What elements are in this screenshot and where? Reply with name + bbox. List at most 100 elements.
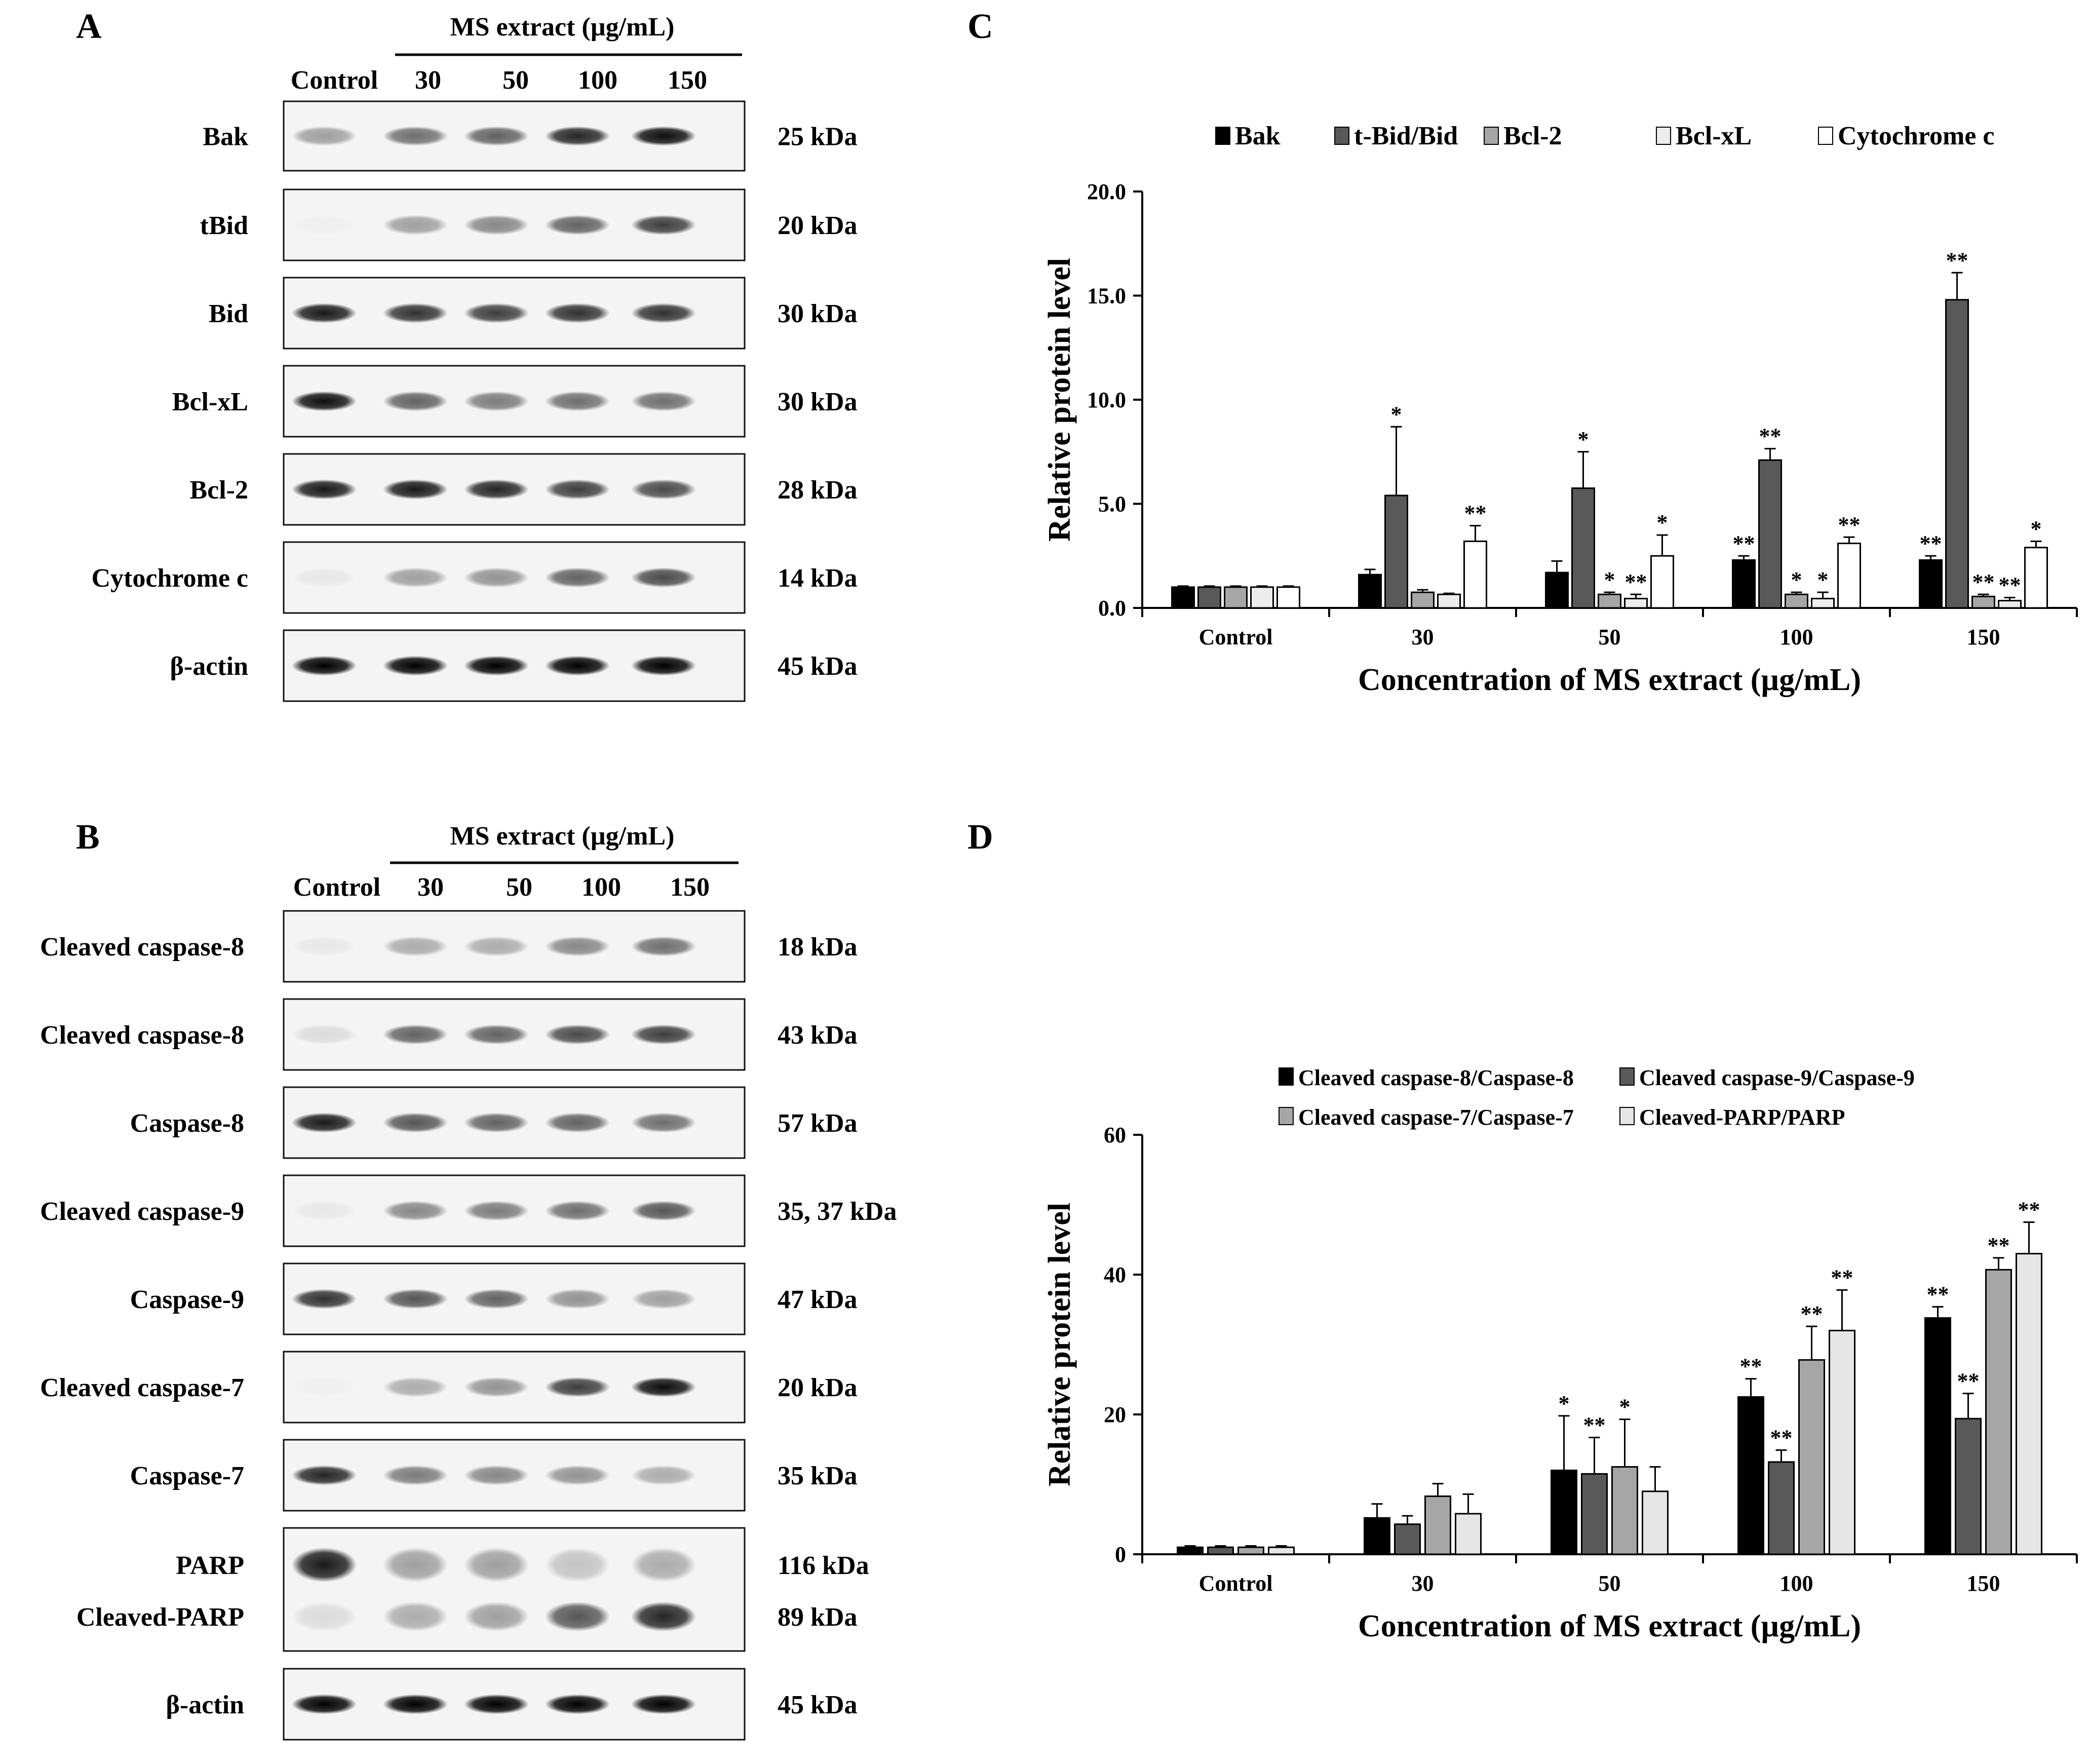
blot-band [383,1694,448,1714]
blot-band [631,1289,696,1309]
significance-mark: ** [1972,569,1995,594]
blot-row-label: Bcl-xL [172,388,248,416]
legend-item-cleaved-caspase-7-caspase-7: Cleaved caspase-7/Caspase-7 [1279,1105,1574,1130]
x-tick-label-150: 150 [1967,1571,2000,1596]
lane-label-30: 30 [415,66,441,95]
blot-kda-label: 45 kDa [778,652,857,681]
legend-item-cleaved-caspase-8-caspase-8: Cleaved caspase-8/Caspase-8 [1279,1065,1574,1090]
blot-band [383,936,448,956]
blot-row-label: Caspase-8 [130,1109,244,1138]
blot-band [545,1113,610,1133]
blot-band [292,126,357,146]
blot-band [292,1547,357,1582]
legend-label: Bcl-2 [1503,122,1562,150]
significance-mark: * [1559,1391,1570,1416]
legend-item-cleaved-caspase-9-caspase-9: Cleaved caspase-9/Caspase-9 [1619,1065,1915,1090]
blot-row-label: PARP [176,1551,244,1580]
bar [2016,1253,2042,1555]
panel-letter: A [76,7,102,46]
bar [1598,593,1621,609]
x-tick-label-30: 30 [1412,625,1434,649]
blot-kda-label: 57 kDa [778,1109,857,1138]
bar [1611,1466,1638,1555]
bar [1545,571,1569,609]
blot-band-lower [292,1601,357,1632]
blot-band [292,1694,357,1714]
bar [1811,598,1835,609]
bar [1411,591,1435,609]
blot-band [631,1201,696,1221]
blot-band [545,1377,610,1397]
panel-a-western-blot: A MS extract (µg/mL) Control 30 50 100 150 Bak 2… [76,7,857,702]
legend-label: Bcl-xL [1676,122,1752,150]
series-cleaved-caspase-9-caspase-9: ****** [1207,1369,1982,1555]
bar [1758,459,1782,609]
lane-label-100: 100 [578,66,617,95]
bar [1237,1546,1264,1555]
significance-mark: * [1604,567,1615,592]
x-axis-title: Concentration of MS extract (µg/mL) [1358,663,1861,697]
legend-item-bcl-2: Bcl-2 [1484,122,1562,150]
bar [1837,543,1861,609]
blot-band [631,1113,696,1133]
blot-row-tbid: tBid 20 kDa [200,188,857,261]
blot-band [631,567,696,588]
significance-mark: * [1817,567,1829,592]
panel-letter: D [967,818,993,857]
x-tick-label-150: 150 [1967,625,2000,649]
bar [1571,487,1595,609]
blot-band [545,126,610,146]
blot-band [464,391,529,411]
legend-item-t-bid-bid: t-Bid/Bid [1334,122,1458,150]
x-tick-label-30: 30 [1412,1571,1434,1596]
bar [1650,555,1674,609]
significance-mark: ** [1831,1265,1853,1290]
lane-label-50: 50 [502,66,529,95]
blot-kda-label-2: 89 kDa [778,1603,857,1632]
blot-band [464,1201,529,1221]
legend-label: Cleaved caspase-9/Caspase-9 [1639,1065,1915,1090]
bar [1829,1329,1855,1555]
significance-mark: ** [1464,501,1487,526]
blot-row-label: tBid [200,211,248,240]
bar [1924,1317,1951,1555]
y-tick-label: 40 [1104,1262,1126,1287]
series-bak: ** ** [1171,531,1943,609]
bar [1732,559,1756,609]
lane-label-150: 150 [670,873,710,902]
bar [1437,593,1461,609]
bar [1207,1546,1234,1555]
blot-kda-label: 20 kDa [778,1373,857,1402]
blot-band [292,391,357,411]
x-tick-label-50: 50 [1599,625,1621,649]
series-cleaved-parp-parp: ** ** [1268,1198,2042,1555]
blot-band [292,1289,357,1309]
significance-mark: ** [2018,1198,2040,1222]
bar [1785,593,1808,609]
blot-row-label: β-actin [170,652,249,681]
x-tick-label-control: Control [1199,1571,1273,1596]
significance-mark: * [1391,402,1402,427]
significance-mark: ** [1801,1301,1823,1326]
blot-kda-label: 20 kDa [778,211,857,240]
lane-label-control: Control [291,66,378,95]
blot-kda-label: 45 kDa [778,1691,857,1719]
lane-label-100: 100 [582,873,621,902]
bar [1768,1461,1795,1555]
blot-band [383,1113,448,1133]
significance-mark: ** [1957,1369,1980,1394]
bar [1250,586,1274,609]
blot-band [464,567,529,588]
bar [1642,1490,1669,1555]
bar [1394,1523,1421,1555]
blot-band [383,1201,448,1221]
blot-band [383,391,448,411]
significance-mark: ** [1759,424,1782,449]
blot-row-caspase-7: Caspase-7 35 kDa [130,1439,857,1512]
y-tick-label: 20 [1104,1402,1126,1427]
blot-membrane [283,1527,746,1652]
blot-band [631,479,696,500]
series-bcl-xl: ** * ** [1250,567,2022,609]
